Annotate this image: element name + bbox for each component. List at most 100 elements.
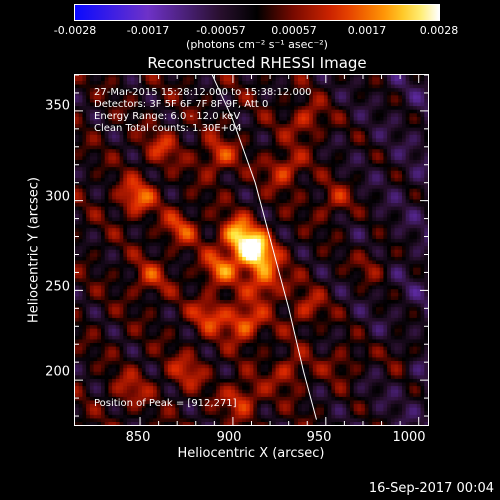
heatmap-cell xyxy=(216,277,221,283)
heatmap-cell xyxy=(201,299,206,304)
heatmap-cell xyxy=(238,306,243,311)
heatmap-cell xyxy=(141,274,147,279)
heatmap-cell xyxy=(149,116,154,121)
heatmap-cell xyxy=(78,299,84,304)
heatmap-cell xyxy=(216,306,221,311)
heatmap-cell xyxy=(219,414,225,419)
heatmap-cell xyxy=(130,245,136,250)
heatmap-cell xyxy=(245,285,251,290)
heatmap-cell xyxy=(205,338,210,344)
heatmap-cell xyxy=(212,259,217,265)
heatmap-cell xyxy=(141,148,147,153)
heatmap-cell xyxy=(164,249,169,254)
heatmap-cell xyxy=(101,162,106,168)
heatmap-cell xyxy=(197,209,202,214)
heatmap-cell xyxy=(149,166,154,171)
heatmap-cell xyxy=(153,281,158,286)
heatmap-cell xyxy=(171,170,176,175)
heatmap-cell xyxy=(156,324,162,329)
heatmap-cell xyxy=(82,173,87,178)
heatmap-cell xyxy=(153,188,158,193)
heatmap-cell xyxy=(257,94,262,99)
heatmap-cell xyxy=(149,202,154,207)
heatmap-cell xyxy=(223,173,228,178)
heatmap-cell xyxy=(238,313,243,318)
heatmap-cell xyxy=(171,238,176,243)
heatmap-cell xyxy=(75,346,80,351)
heatmap-cell xyxy=(171,166,176,171)
heatmap-cell xyxy=(223,87,228,92)
heatmap-cell xyxy=(242,346,247,351)
heatmap-cell xyxy=(127,98,132,103)
heatmap-cell xyxy=(86,105,91,110)
heatmap-cell xyxy=(197,119,202,125)
heatmap-cell xyxy=(257,249,262,254)
heatmap-cell xyxy=(89,191,95,196)
heatmap-cell xyxy=(231,274,236,279)
heatmap-cell xyxy=(175,134,180,139)
heatmap-cell xyxy=(219,223,225,229)
heatmap-cell xyxy=(160,299,165,304)
heatmap-cell xyxy=(227,295,232,300)
heatmap-cell xyxy=(253,80,258,85)
heatmap-cell xyxy=(197,317,202,322)
heatmap-cell xyxy=(175,399,180,405)
heatmap-cell xyxy=(223,363,228,369)
heatmap-cell xyxy=(153,91,158,96)
heatmap-cell xyxy=(134,281,139,286)
heatmap-cell xyxy=(242,83,247,89)
heatmap-cell xyxy=(138,166,143,171)
heatmap-cell xyxy=(179,188,184,193)
heatmap-cell xyxy=(227,105,232,110)
heatmap-cell xyxy=(205,295,210,300)
heatmap-cell xyxy=(82,91,87,96)
heatmap-cell xyxy=(238,414,243,419)
heatmap-cell xyxy=(101,259,106,265)
heatmap-cell xyxy=(216,213,221,218)
heatmap-cell xyxy=(234,188,240,193)
heatmap-cell xyxy=(75,328,80,333)
heatmap-cell xyxy=(253,410,258,415)
heatmap-cell xyxy=(164,292,169,297)
heatmap-cell xyxy=(89,324,95,329)
heatmap-cell xyxy=(160,216,165,221)
heatmap-cell xyxy=(89,173,95,178)
heatmap-cell xyxy=(104,127,110,132)
heatmap-cell xyxy=(119,170,124,175)
heatmap-cell xyxy=(186,360,191,365)
heatmap-cell xyxy=(216,328,221,333)
heatmap-cell xyxy=(193,389,199,394)
heatmap-cell xyxy=(193,180,199,186)
heatmap-cell xyxy=(238,76,243,81)
heatmap-cell xyxy=(186,417,191,423)
heatmap-cell xyxy=(212,101,217,107)
heatmap-cell xyxy=(127,331,132,336)
heatmap-cell xyxy=(179,213,184,218)
heatmap-cell xyxy=(123,331,128,336)
heatmap-cell xyxy=(205,403,210,408)
heatmap-cell xyxy=(253,259,258,265)
heatmap-cell xyxy=(86,317,91,322)
heatmap-cell xyxy=(212,80,217,85)
heatmap-cell xyxy=(193,403,199,408)
heatmap-cell xyxy=(86,162,91,168)
heatmap-cell xyxy=(89,295,95,300)
heatmap-cell xyxy=(245,270,251,275)
heatmap-cell xyxy=(123,220,128,225)
heatmap-cell xyxy=(141,417,147,423)
heatmap-cell xyxy=(97,83,102,89)
heatmap-cell xyxy=(234,109,240,114)
heatmap-cell xyxy=(193,184,199,189)
heatmap-cell xyxy=(205,162,210,168)
heatmap-cell xyxy=(212,127,217,132)
heatmap-cell xyxy=(78,302,84,308)
heatmap-cell xyxy=(238,87,243,92)
heatmap-cell xyxy=(141,310,147,315)
heatmap-cell xyxy=(153,109,158,114)
heatmap-cell xyxy=(249,109,254,114)
heatmap-cell xyxy=(227,206,232,211)
heatmap-cell xyxy=(108,389,113,394)
heatmap-cell xyxy=(212,335,217,340)
heatmap-cell xyxy=(245,206,251,211)
heatmap-cell xyxy=(231,188,236,193)
